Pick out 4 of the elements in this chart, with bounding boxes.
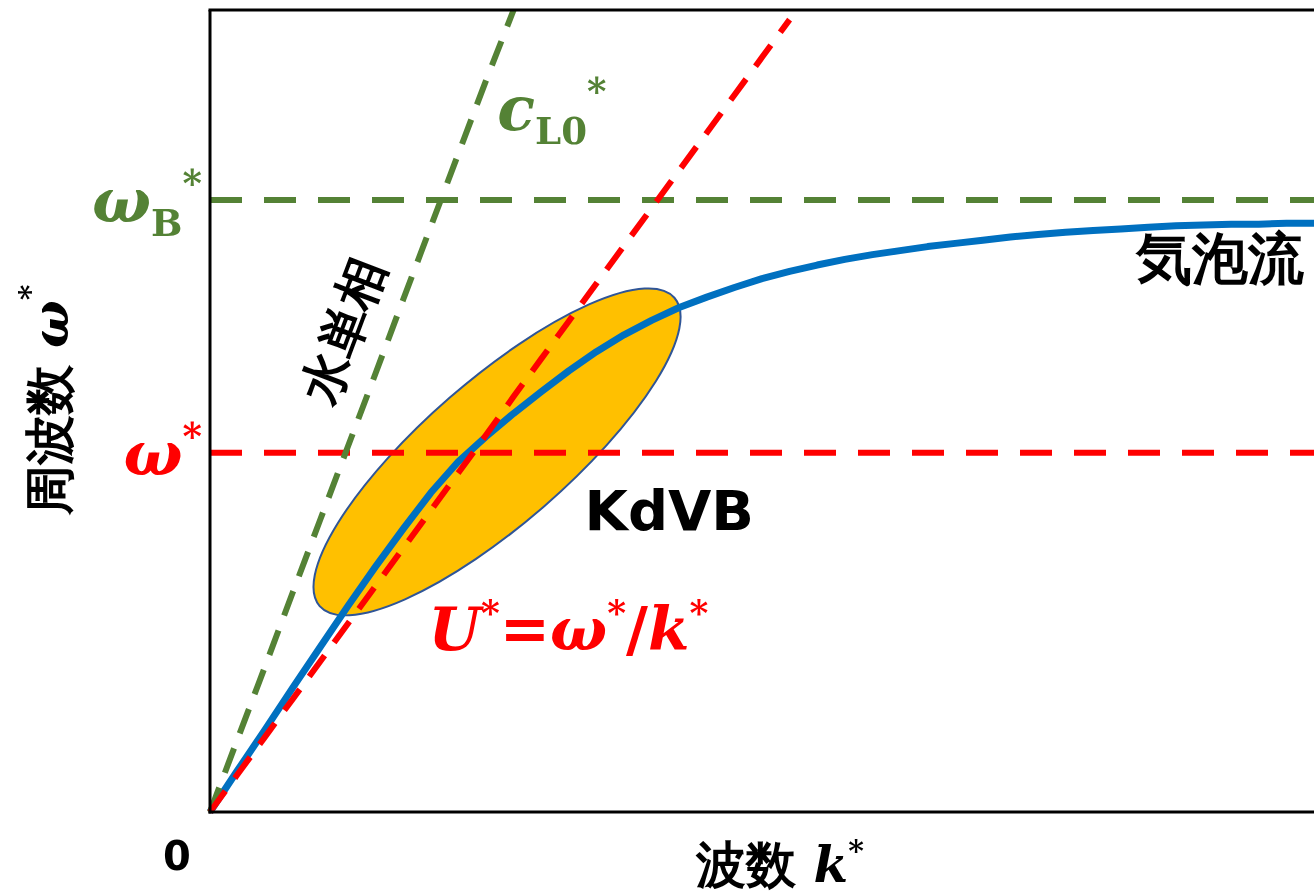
x-axis-title: 波数 k$^{*}$ xyxy=(696,833,864,894)
annotation: 0 xyxy=(163,833,191,879)
annotation: KdVB xyxy=(584,477,754,543)
annotation: 水単相 xyxy=(289,250,398,412)
